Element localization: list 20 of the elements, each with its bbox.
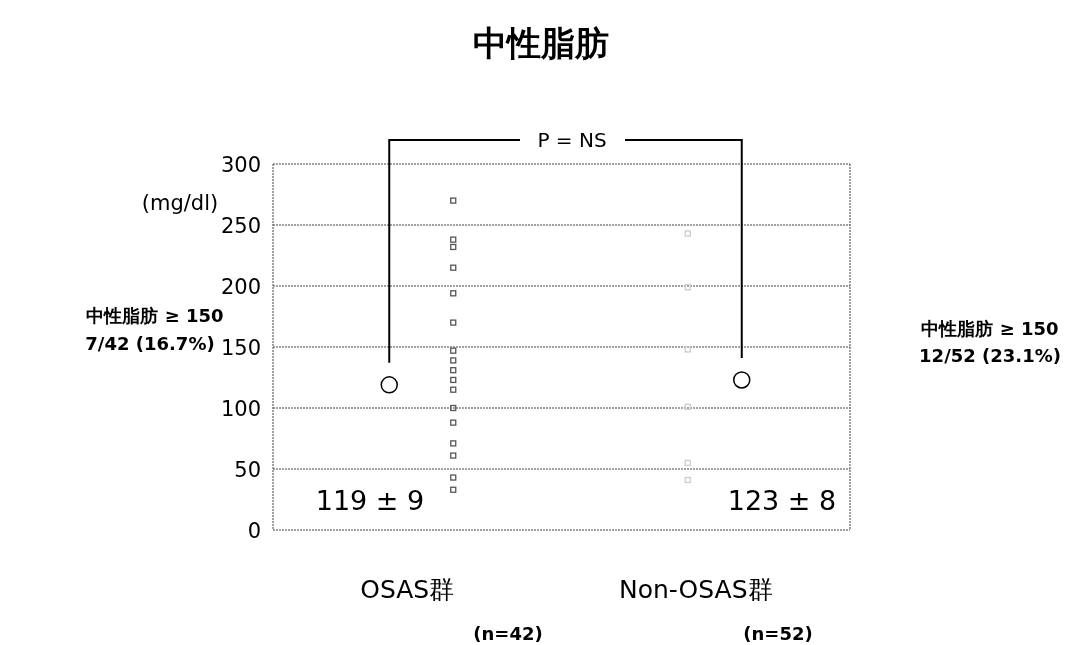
text: (n=52)	[743, 623, 813, 644]
y-axis-title: (mg/dl)	[141, 191, 219, 215]
text: 12/52 (23.1%)	[919, 345, 1061, 366]
annotation: 119 ± 9	[315, 485, 425, 516]
text: (n=42)	[473, 623, 543, 644]
y-tick-label: 150	[220, 336, 261, 360]
text: P = NS	[537, 128, 607, 152]
text: 7/42 (16.7%)	[85, 333, 215, 354]
y-tick-label: 0	[247, 519, 261, 543]
y-tick-label: 200	[220, 275, 261, 299]
text: 中性脂肪 ≥ 150	[921, 318, 1059, 339]
y-tick-label: 250	[220, 214, 261, 238]
annotation: 123 ± 8	[727, 485, 837, 516]
y-tick-label: 50	[234, 458, 261, 482]
x-tick-label: OSAS群	[360, 575, 455, 604]
chart-title: 中性脂肪	[473, 23, 609, 63]
y-tick-label: 300	[220, 153, 261, 177]
text: 中性脂肪 ≥ 150	[86, 305, 224, 326]
x-tick-label: Non-OSAS群	[618, 575, 773, 604]
y-tick-label: 100	[220, 397, 261, 421]
